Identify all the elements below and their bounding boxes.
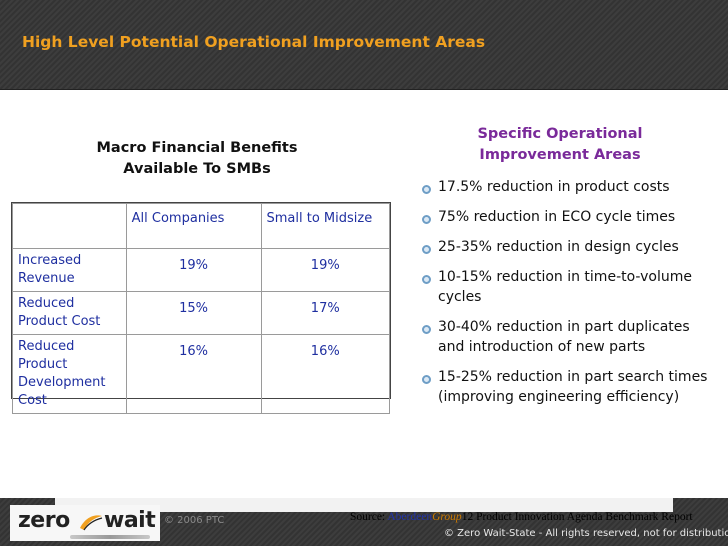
logo-underline <box>70 535 150 539</box>
specific-areas-title: Specific Operational Improvement Areas <box>460 124 660 166</box>
source-aberdeen: Aberdeen <box>387 511 433 523</box>
source-prefix: Source: <box>350 511 388 523</box>
benefits-table-grid: All Companies Small to Midsize Increased… <box>12 203 391 414</box>
header-band: High Level Potential Operational Improve… <box>0 0 728 90</box>
list-item-text: 30-40% reduction in part duplicates and … <box>438 319 690 355</box>
zws-copyright: © Zero Wait-State - All rights reserved,… <box>444 528 728 539</box>
logo-text-wait: wait <box>104 508 156 533</box>
improvement-list: 17.5% reduction in product costs 75% red… <box>418 177 718 417</box>
logo-swoosh-icon <box>80 515 103 531</box>
source-report: Product Innovation Agenda Benchmark Repo… <box>473 511 693 523</box>
list-item-text: 25-35% reduction in design cycles <box>438 239 679 255</box>
list-item: 17.5% reduction in product costs <box>418 177 718 197</box>
logo-text-zero: zero <box>18 508 70 533</box>
table-cell-smb: 16% <box>260 334 391 414</box>
table-cell-all: 16% <box>125 334 262 414</box>
bullet-circle-icon <box>422 375 431 384</box>
ptc-copyright: © 2006 PTC <box>164 515 225 526</box>
list-item-text: 10-15% reduction in time-to-volume cycle… <box>438 269 692 305</box>
table-header-cell: Small to Midsize <box>260 203 391 249</box>
source-citation: Source: AberdeenGroup12 Product Innovati… <box>350 511 693 523</box>
benefits-table: All Companies Small to Midsize Increased… <box>11 202 391 414</box>
list-item: 75% reduction in ECO cycle times <box>418 207 718 227</box>
table-header-cell: All Companies <box>125 203 262 249</box>
table-row: Reduced Product Cost 15% 17% <box>12 291 391 335</box>
macro-title-line2: Available To SMBs <box>123 161 271 177</box>
list-item: 15-25% reduction in part search times (i… <box>418 367 718 407</box>
specific-title-line1: Specific Operational <box>477 126 643 142</box>
bullet-circle-icon <box>422 325 431 334</box>
bullet-circle-icon <box>422 215 431 224</box>
table-row: Increased Revenue 19% 19% <box>12 248 391 292</box>
table-cell-all: 15% <box>125 291 262 335</box>
macro-benefits-title: Macro Financial Benefits Available To SM… <box>66 138 328 180</box>
specific-title-line2: Improvement Areas <box>479 147 641 163</box>
table-cell-smb: 19% <box>260 248 391 292</box>
bullet-circle-icon <box>422 275 431 284</box>
list-item-text: 75% reduction in ECO cycle times <box>438 209 676 225</box>
table-header-cell <box>12 203 127 249</box>
table-cell-smb: 17% <box>260 291 391 335</box>
table-row: Reduced Product Development Cost 16% 16% <box>12 334 391 414</box>
macro-title-line1: Macro Financial Benefits <box>96 140 298 156</box>
source-group: Group <box>432 511 462 523</box>
table-row-label: Increased Revenue <box>12 248 127 292</box>
list-item: 10-15% reduction in time-to-volume cycle… <box>418 267 718 307</box>
footer-light-strip <box>55 498 673 512</box>
list-item: 30-40% reduction in part duplicates and … <box>418 317 718 357</box>
table-row-label: Reduced Product Cost <box>12 291 127 335</box>
table-header-row: All Companies Small to Midsize <box>12 203 391 249</box>
slide-title: High Level Potential Operational Improve… <box>22 33 486 51</box>
list-item-text: 17.5% reduction in product costs <box>438 179 670 195</box>
list-item: 25-35% reduction in design cycles <box>418 237 718 257</box>
table-cell-all: 19% <box>125 248 262 292</box>
bullet-circle-icon <box>422 185 431 194</box>
list-item-text: 15-25% reduction in part search times (i… <box>438 369 708 405</box>
page-number: 12 <box>461 511 474 523</box>
zero-wait-logo: zero wait <box>10 505 160 541</box>
table-row-label: Reduced Product Development Cost <box>12 334 127 414</box>
bullet-circle-icon <box>422 245 431 254</box>
